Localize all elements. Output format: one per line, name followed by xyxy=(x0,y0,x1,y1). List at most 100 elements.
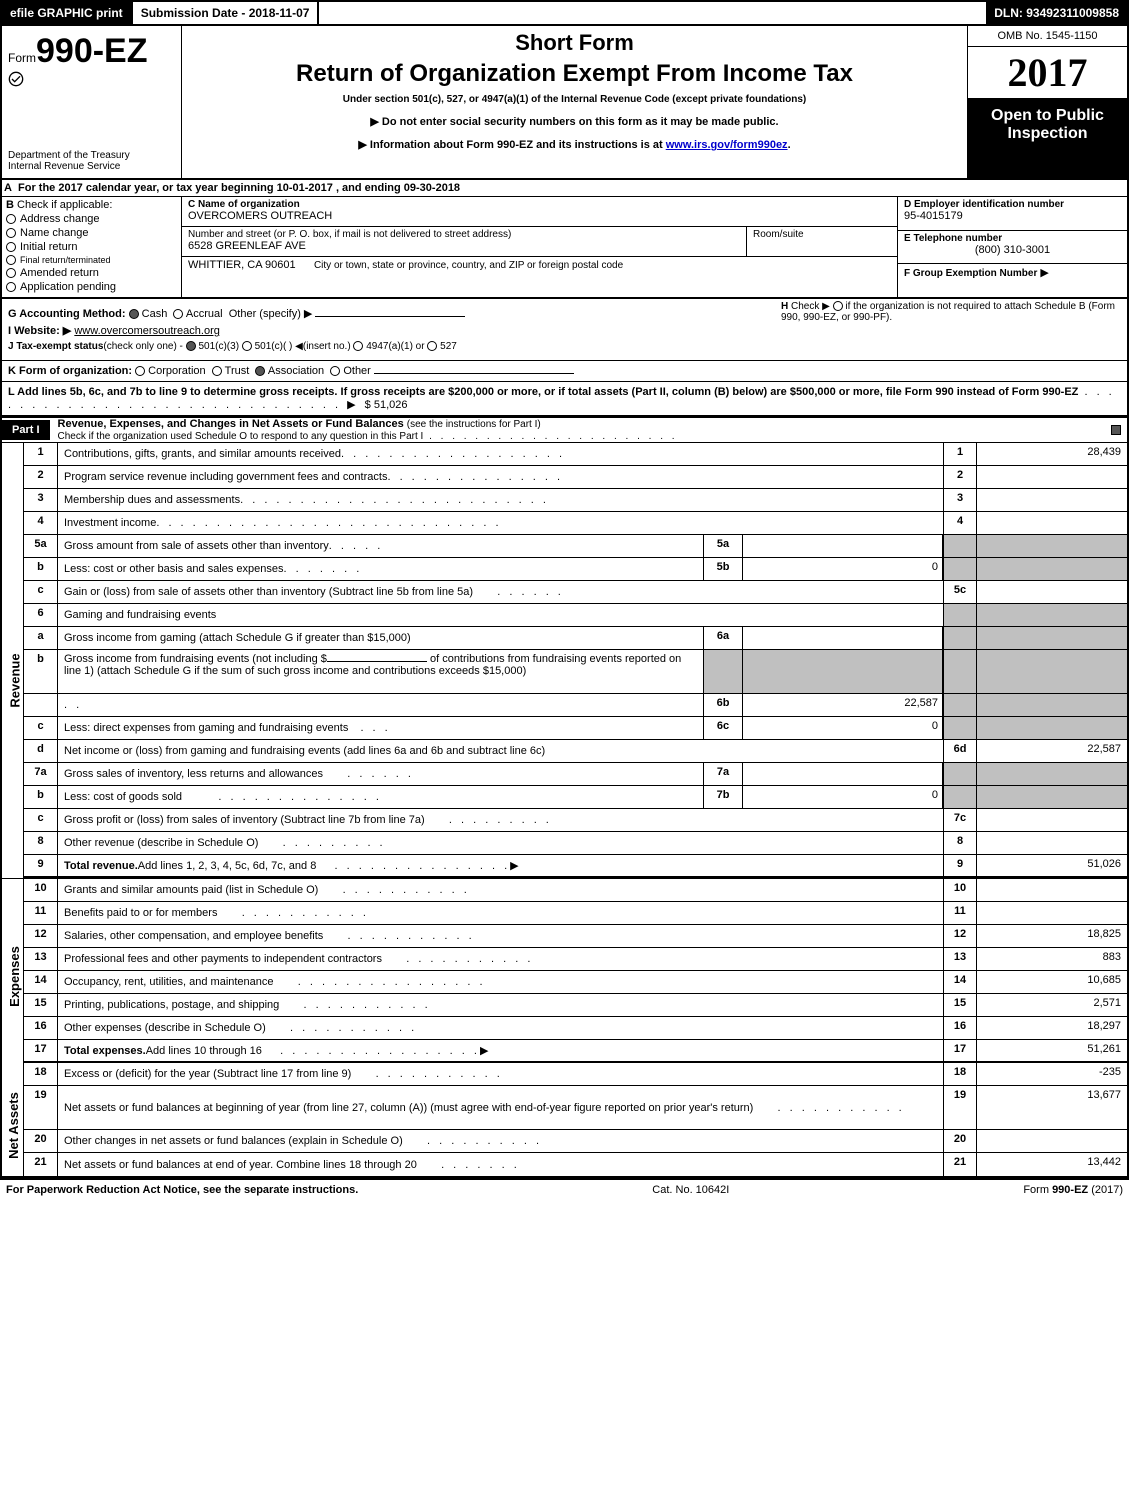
chk-amended-return[interactable]: Amended return xyxy=(6,267,177,279)
line-6b-blank[interactable] xyxy=(327,661,427,662)
k-assoc: Association xyxy=(268,365,324,377)
dots: . . . . . . . . . xyxy=(425,814,552,826)
line-5c-desc-text: Gain or (loss) from sale of assets other… xyxy=(64,586,473,598)
submission-date: Submission Date - 2018-11-07 xyxy=(133,2,320,24)
line-2-desc-text: Program service revenue including govern… xyxy=(64,471,387,483)
revenue-sidelabel-text: Revenue xyxy=(8,653,23,707)
chk-amended-return-label: Amended return xyxy=(20,267,99,279)
line-14-rval: 10,685 xyxy=(977,971,1127,993)
radio-icon[interactable] xyxy=(129,309,139,319)
line-1-desc-text: Contributions, gifts, grants, and simila… xyxy=(64,448,341,460)
dln: DLN: 93492311009858 xyxy=(986,2,1127,24)
radio-icon[interactable] xyxy=(330,366,340,376)
radio-icon[interactable] xyxy=(427,341,437,351)
j-501c: 501(c)( ) xyxy=(255,341,293,352)
dots: . . . . . xyxy=(329,540,384,552)
line-18-desc: Excess or (deficit) for the year (Subtra… xyxy=(58,1063,943,1085)
line-6d-desc-text: Net income or (loss) from gaming and fun… xyxy=(64,745,545,757)
line-17-desc-text: Total expenses. xyxy=(64,1045,146,1057)
grey-cell xyxy=(943,786,977,808)
dots: . . . . . . xyxy=(473,586,564,598)
grey-cell xyxy=(977,763,1127,785)
line-16-desc: Other expenses (describe in Schedule O) … xyxy=(58,1017,943,1039)
line-21-num: 21 xyxy=(24,1153,58,1176)
line-20: 20 Other changes in net assets or fund b… xyxy=(24,1130,1127,1153)
line-12-rnum: 12 xyxy=(943,925,977,947)
chk-application-pending[interactable]: Application pending xyxy=(6,281,177,293)
line-10: 10 Grants and similar amounts paid (list… xyxy=(24,879,1127,902)
d-ein: 95-4015179 xyxy=(904,210,1121,222)
line-16-rnum: 16 xyxy=(943,1017,977,1039)
line-10-desc-text: Grants and similar amounts paid (list in… xyxy=(64,884,318,896)
chk-address-change[interactable]: Address change xyxy=(6,213,177,225)
header-right: OMB No. 1545-1150 2017 Open to Public In… xyxy=(967,26,1127,178)
form-prefix: Form xyxy=(8,51,36,65)
k-other-input[interactable] xyxy=(374,373,574,374)
topbar: efile GRAPHIC print Submission Date - 20… xyxy=(0,0,1129,26)
line-20-rval xyxy=(977,1130,1127,1152)
line-4-rnum: 4 xyxy=(943,512,977,534)
dots: . . . . . . . xyxy=(284,563,363,575)
header-center: Short Form Return of Organization Exempt… xyxy=(182,26,967,178)
line-6d: d Net income or (loss) from gaming and f… xyxy=(24,740,1127,763)
line-21-desc: Net assets or fund balances at end of ye… xyxy=(58,1153,943,1176)
line-1-num: 1 xyxy=(24,443,58,465)
chk-initial-return[interactable]: Initial return xyxy=(6,241,177,253)
line-14-desc: Occupancy, rent, utilities, and maintena… xyxy=(58,971,943,993)
expenses-sidelabel-text: Expenses xyxy=(7,946,22,1007)
c-street-label: Number and street (or P. O. box, if mail… xyxy=(188,229,740,240)
radio-icon[interactable] xyxy=(242,341,252,351)
radio-icon[interactable] xyxy=(173,309,183,319)
chk-name-change[interactable]: Name change xyxy=(6,227,177,239)
tax-year: 2017 xyxy=(968,47,1127,99)
line-4-rval xyxy=(977,512,1127,534)
chk-final-return[interactable]: Final return/terminated xyxy=(6,255,177,265)
g-other-input[interactable] xyxy=(315,316,465,317)
a-text-pre: For the 2017 calendar year, or tax year … xyxy=(18,182,277,194)
dots: . . . . . . . . . . . . . . . . . xyxy=(262,1045,480,1057)
line-6a-suba: 6a xyxy=(703,627,743,649)
netassets-body: 18 Excess or (deficit) for the year (Sub… xyxy=(24,1063,1127,1176)
dots: . . . . . . . . . . . . . . . xyxy=(316,860,510,872)
section-b-f: B Check if applicable: Address change Na… xyxy=(0,197,1129,299)
line-12-rval: 18,825 xyxy=(977,925,1127,947)
line-9-rnum: 9 xyxy=(943,855,977,876)
schedule-o-checkbox-icon[interactable] xyxy=(1111,425,1121,435)
line-6a-desc-text: Gross income from gaming (attach Schedul… xyxy=(64,632,411,644)
g-cash: Cash xyxy=(142,308,168,320)
c-city-value: WHITTIER, CA 90601 xyxy=(188,259,296,271)
j-4947: 4947(a)(1) or xyxy=(366,341,424,352)
section-j: J Tax-exempt status(check only one) - 50… xyxy=(8,341,1121,352)
efile-graphic-print[interactable]: efile GRAPHIC print xyxy=(2,2,133,24)
radio-icon[interactable] xyxy=(135,366,145,376)
line-3-desc-text: Membership dues and assessments xyxy=(64,494,240,506)
a-end-date: 09-30-2018 xyxy=(404,182,460,194)
dots: . . . . . . . . . . . . . . . . xyxy=(274,976,486,988)
i-website[interactable]: www.overcomersoutreach.org xyxy=(74,325,220,337)
section-e: E Telephone number (800) 310-3001 xyxy=(898,231,1127,265)
line-8-rval xyxy=(977,832,1127,854)
radio-icon[interactable] xyxy=(212,366,222,376)
a-label: A xyxy=(2,180,16,196)
form990ez-link[interactable]: www.irs.gov/form990ez xyxy=(666,139,788,151)
radio-icon[interactable] xyxy=(186,341,196,351)
revenue-table: Revenue 1 Contributions, gifts, grants, … xyxy=(0,443,1129,879)
line-16-desc-text: Other expenses (describe in Schedule O) xyxy=(64,1022,266,1034)
line-1: 1 Contributions, gifts, grants, and simi… xyxy=(24,443,1127,466)
line-9-num: 9 xyxy=(24,855,58,876)
grey-cell xyxy=(977,604,1127,626)
line-6a-desc: Gross income from gaming (attach Schedul… xyxy=(58,627,703,649)
line-7c: c Gross profit or (loss) from sales of i… xyxy=(24,809,1127,832)
radio-icon[interactable] xyxy=(255,366,265,376)
omb-number: OMB No. 1545-1150 xyxy=(968,26,1127,47)
radio-icon[interactable] xyxy=(353,341,363,351)
a-text: For the 2017 calendar year, or tax year … xyxy=(16,180,1127,196)
line-6a-num: a xyxy=(24,627,58,649)
line-16-num: 16 xyxy=(24,1017,58,1039)
grey-cell xyxy=(977,650,1127,693)
expenses-sidelabel: Expenses xyxy=(2,879,24,1063)
radio-icon[interactable] xyxy=(833,301,843,311)
grey-cell xyxy=(977,786,1127,808)
chk-name-change-label: Name change xyxy=(20,227,89,239)
line-17-num: 17 xyxy=(24,1040,58,1061)
